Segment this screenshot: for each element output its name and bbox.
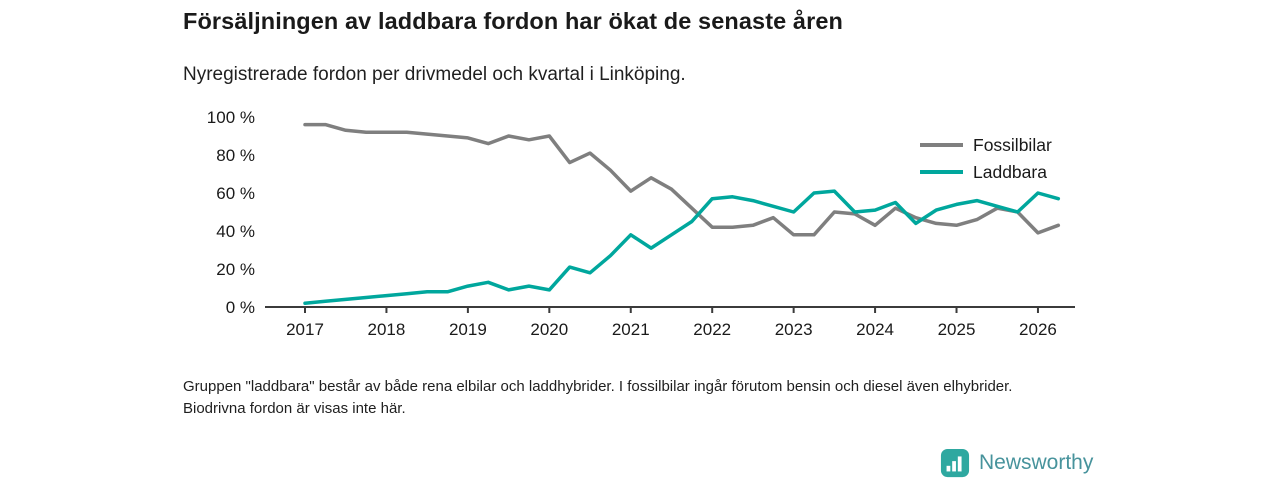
y-tick-label: 80 % <box>216 146 255 165</box>
bar-chart-icon <box>940 448 970 478</box>
chart-svg: 2017 2018 2019 2020 2021 2022 2023 2024 2025 2026… <box>207 108 1075 339</box>
legend-label-laddbara: Laddbara <box>973 162 1047 182</box>
x-tick-label: 2026 <box>1019 320 1057 339</box>
x-tick-label: 2024 <box>856 320 894 339</box>
x-tick-label: 2025 <box>938 320 976 339</box>
brand-name: Newsworthy <box>979 451 1094 474</box>
x-tick-label: 2021 <box>612 320 650 339</box>
x-tick-label: 2019 <box>449 320 487 339</box>
x-tick-label: 2022 <box>693 320 731 339</box>
x-tick-label: 2023 <box>775 320 813 339</box>
y-tick-label: 20 % <box>216 260 255 279</box>
x-tick-label: 2020 <box>530 320 568 339</box>
line-chart: 2017 2018 2019 2020 2021 2022 2023 2024 2025 2026… <box>175 100 1095 350</box>
series-line-laddbara <box>303 189 1061 305</box>
footnote: Gruppen "laddbara" består av både rena e… <box>183 378 1013 417</box>
x-tick-label: 2018 <box>368 320 406 339</box>
y-tick-label: 40 % <box>216 222 255 241</box>
x-tick-label: 2017 <box>286 320 324 339</box>
y-tick-label: 60 % <box>216 184 255 203</box>
legend-label-fossilbilar: Fossilbilar <box>973 135 1052 155</box>
y-tick-label: 100 % <box>207 108 255 127</box>
y-tick-label: 0 % <box>226 298 255 317</box>
series-line-fossilbilar <box>303 122 1061 237</box>
page-title: Försäljningen av laddbara fordon har öka… <box>183 8 843 34</box>
brand-logo: Newsworthy <box>940 448 1093 478</box>
chart-subtitle: Nyregistrerade fordon per drivmedel och … <box>183 64 686 85</box>
